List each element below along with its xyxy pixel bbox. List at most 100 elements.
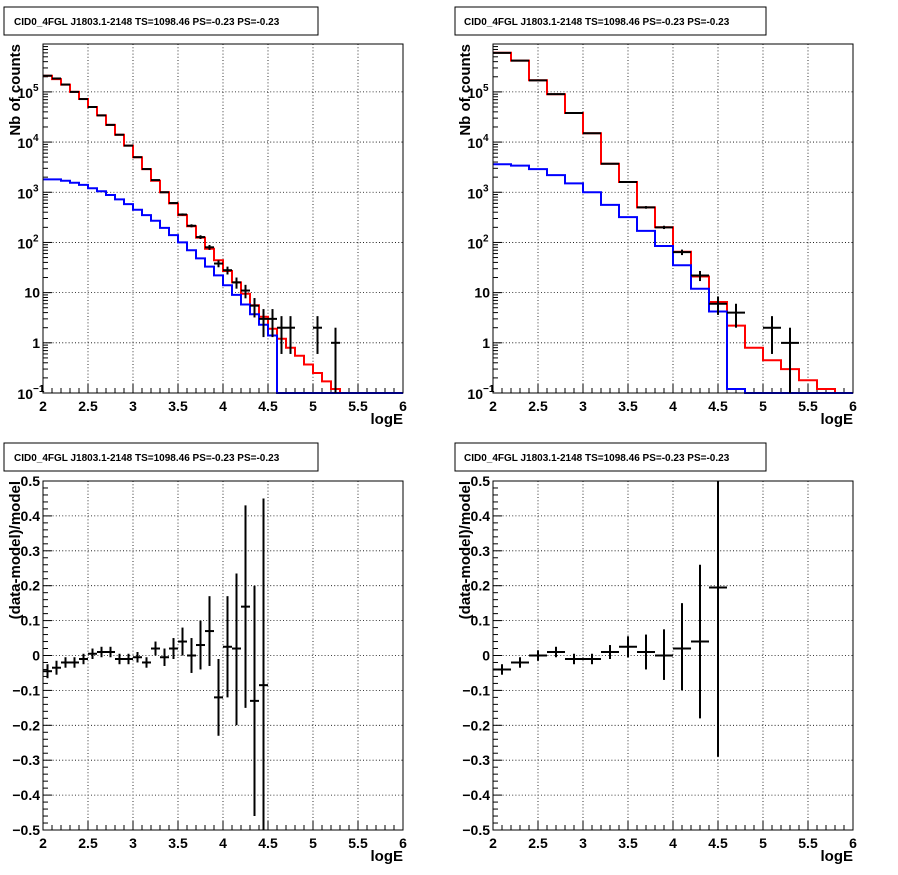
y-tick-label: 0 [482, 648, 490, 664]
y-tick-label: 10 [17, 386, 33, 402]
data-point [115, 133, 124, 136]
x-tick-label: 5.5 [348, 398, 368, 414]
x-tick-label: 6 [399, 835, 407, 851]
data-point [781, 327, 799, 393]
data-point [511, 657, 529, 668]
data-point [160, 191, 169, 194]
x-tick-label: 4 [219, 835, 227, 851]
y-tick-exponent: 2 [33, 233, 39, 244]
data-point [619, 181, 637, 184]
x-tick-label: 3 [579, 835, 587, 851]
data-point [205, 244, 214, 250]
data-point [133, 156, 142, 159]
x-tick-label: 5 [309, 835, 317, 851]
x-tick-label: 2 [489, 835, 497, 851]
data-point [124, 144, 133, 147]
data-point [106, 646, 115, 658]
data-point [232, 573, 241, 726]
data-point [709, 296, 727, 315]
x-tick-label: 6 [399, 398, 407, 414]
x-tick-label: 3.5 [168, 835, 188, 851]
y-tick-exponent: −1 [483, 384, 495, 395]
plot-frame [42, 480, 404, 831]
y-axis-label: (data-model)/model [7, 481, 24, 619]
data-point [160, 648, 169, 666]
data-point [142, 168, 151, 171]
data-point [331, 327, 340, 393]
y-tick-label: 10 [467, 185, 483, 201]
y-tick-label: 0.4 [471, 508, 491, 524]
x-tick-label: 2.5 [528, 398, 548, 414]
x-tick-label: 3 [579, 398, 587, 414]
y-tick-exponent: 3 [33, 183, 39, 194]
y-tick-label: 10 [467, 135, 483, 151]
y-tick-label: 0.1 [21, 613, 41, 629]
x-tick-label: 4 [219, 398, 227, 414]
data-point [268, 309, 277, 338]
x-tick-label: 2.5 [78, 398, 98, 414]
y-tick-label: 0.5 [21, 473, 41, 489]
data-point [151, 179, 160, 182]
plot-area: 2 2.5 3 3.5 4 4.5 5 5.5 6 −0.5 −0.4 −0.3 −0.2 −0.1 0 0.… [462, 473, 857, 851]
plot-frame [492, 480, 854, 831]
data-point [169, 202, 178, 205]
x-axis-label: logE [821, 848, 854, 865]
y-tick-label: 0.1 [471, 613, 491, 629]
data-point [97, 646, 106, 658]
y-tick-label: 10 [17, 85, 33, 101]
x-tick-label: 5.5 [348, 835, 368, 851]
y-tick-label: −0.2 [12, 717, 40, 733]
data-point [43, 664, 52, 679]
x-tick-label: 2 [39, 835, 47, 851]
data-point [727, 303, 745, 328]
data-point [241, 284, 250, 299]
data-point [223, 266, 232, 275]
panel-counts-coarse: CID0_4FGL J1803.1-2148 TS=1098.46 PS=-0.… [454, 6, 857, 428]
y-tick-exponent: 3 [483, 183, 489, 194]
data-point [106, 123, 115, 126]
y-tick-label: −0.5 [12, 822, 40, 838]
x-tick-label: 2 [39, 398, 47, 414]
x-tick-label: 4.5 [258, 835, 278, 851]
title-box [3, 6, 319, 36]
data-point [655, 629, 673, 680]
y-tick-label: 10 [474, 285, 490, 301]
data-point [115, 653, 124, 665]
y-tick-label: −0.2 [462, 717, 490, 733]
series-model-source [493, 163, 853, 394]
data-point [151, 641, 160, 656]
data-point [691, 564, 709, 719]
data-point [133, 652, 142, 663]
y-tick-exponent: 5 [33, 83, 39, 94]
data-point [205, 596, 214, 666]
x-tick-label: 4 [669, 398, 677, 414]
x-tick-label: 3 [129, 835, 137, 851]
x-tick-label: 2 [489, 398, 497, 414]
data-point [565, 653, 583, 665]
data-point [673, 603, 691, 691]
y-tick-label: 10 [467, 85, 483, 101]
data-point [673, 249, 691, 256]
data-point [214, 260, 223, 268]
data-point [259, 309, 268, 338]
data-point [169, 638, 178, 659]
data-point [286, 316, 295, 354]
y-tick-label: −0.5 [462, 822, 490, 838]
x-tick-label: 5 [759, 835, 767, 851]
data-point [637, 634, 655, 670]
x-tick-label: 3.5 [618, 835, 638, 851]
y-tick-label: 10 [17, 185, 33, 201]
data-point [70, 657, 79, 668]
data-point [232, 277, 241, 289]
data-point [655, 225, 673, 230]
y-tick-label: 10 [17, 235, 33, 251]
y-tick-label: −0.1 [462, 682, 490, 698]
x-tick-label: 5.5 [798, 835, 818, 851]
y-tick-label: 1 [482, 335, 490, 351]
y-axis-label: Nb of counts [7, 44, 24, 136]
data-point [214, 658, 223, 736]
data-point [547, 646, 565, 658]
title-box [454, 6, 767, 36]
title-box [3, 442, 319, 472]
